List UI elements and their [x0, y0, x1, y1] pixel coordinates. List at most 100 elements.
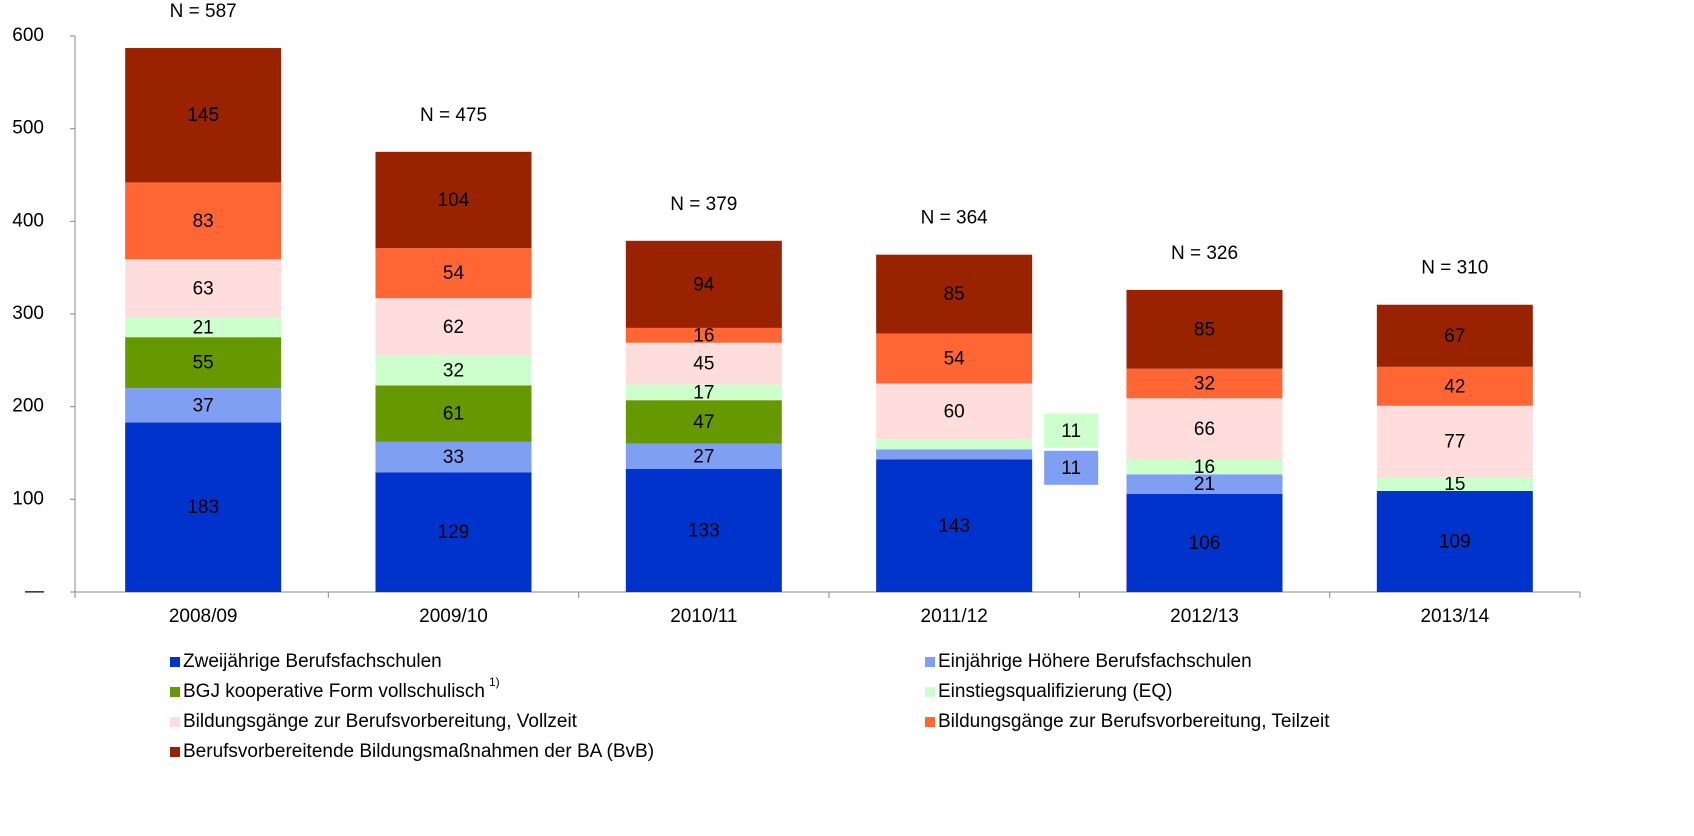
bar-segment — [876, 459, 1033, 592]
legend-swatch — [170, 717, 180, 727]
value-label: 61 — [443, 404, 464, 425]
total-label: N = 326 — [1171, 243, 1238, 264]
bar-segment — [1376, 477, 1533, 491]
value-label: 106 — [1189, 533, 1221, 554]
y-tick-label: 300 — [12, 303, 44, 324]
value-label: 11 — [1061, 421, 1081, 442]
value-label: 85 — [1194, 319, 1215, 340]
legend-text: Bildungsgänge zur Berufsvorbereitung, Te… — [938, 711, 1330, 732]
value-label: 66 — [1194, 419, 1215, 440]
bar-segment — [125, 317, 282, 338]
legend-text: BGJ kooperative Form vollschulisch — [183, 681, 485, 702]
value-label: 54 — [944, 348, 966, 369]
value-label: 145 — [187, 105, 219, 126]
value-label: 21 — [193, 317, 214, 338]
bar-segment — [375, 151, 532, 249]
x-tick-label: 2009/10 — [419, 606, 488, 627]
legend-text: Einstiegsqualifizierung (EQ) — [938, 681, 1172, 702]
bar-segment — [1376, 366, 1533, 406]
bar-segment — [375, 472, 532, 592]
y-tick-label: 400 — [12, 210, 44, 231]
y-tick-label: 100 — [12, 488, 44, 509]
bar-segment — [125, 259, 282, 318]
y-tick-label: 200 — [12, 396, 44, 417]
bar-segment — [876, 254, 1033, 334]
bar-segment — [1376, 405, 1533, 478]
bar-segment — [1376, 304, 1533, 367]
value-label: 104 — [438, 190, 470, 211]
bar-segment — [876, 449, 1033, 460]
bar-segment — [876, 333, 1033, 384]
legend-label: Einstiegsqualifizierung (EQ) — [938, 681, 1172, 702]
y-tick-label: 600 — [12, 25, 44, 46]
value-label: 63 — [193, 279, 214, 300]
y-tick-label: — — [25, 581, 44, 602]
value-label: 85 — [944, 284, 965, 305]
legend-label: Bildungsgänge zur Berufsvorbereitung, Vo… — [183, 711, 578, 732]
bar-segment — [1126, 368, 1283, 399]
value-label: 16 — [1194, 457, 1215, 478]
value-label: 42 — [1444, 376, 1465, 397]
bar-segment — [876, 383, 1033, 440]
bar-segment — [375, 385, 532, 442]
value-label: 21 — [1194, 474, 1215, 495]
bar-segment — [125, 422, 282, 592]
bar-segment — [1126, 493, 1283, 592]
total-label: N = 379 — [670, 194, 737, 215]
x-tick-label: 2011/12 — [921, 606, 988, 627]
bar-segment — [125, 388, 282, 423]
bar-segment — [1126, 474, 1283, 494]
value-label: 77 — [1444, 431, 1465, 452]
legend-label: Einjährige Höhere Berufsfachschulen — [938, 651, 1252, 672]
x-tick-label: 2010/11 — [670, 606, 737, 627]
value-label: 83 — [193, 211, 214, 232]
legend-swatch — [925, 687, 935, 697]
value-label: 55 — [193, 353, 214, 374]
bar-segment — [375, 248, 532, 299]
bar-segment — [1126, 459, 1283, 475]
bar-segment — [125, 182, 282, 260]
bar-segment — [625, 327, 782, 343]
bar-segment — [625, 342, 782, 385]
value-label: 67 — [1444, 326, 1465, 347]
value-label: 183 — [187, 497, 219, 518]
legend-swatch — [170, 687, 180, 697]
value-label: 37 — [193, 395, 214, 416]
legend-swatch — [170, 747, 180, 757]
value-label: 33 — [443, 447, 464, 468]
legend-label: Zweijährige Berufsfachschulen — [183, 651, 442, 672]
value-label: 54 — [443, 263, 465, 284]
total-label: N = 475 — [420, 105, 487, 126]
legend-swatch — [925, 657, 935, 667]
value-label: 60 — [944, 401, 965, 422]
bar-segment — [125, 48, 282, 183]
legend-text: Bildungsgänge zur Berufsvorbereitung, Vo… — [183, 711, 578, 732]
legend-label: Berufsvorbereitende Bildungsmaßnahmen de… — [183, 741, 654, 762]
x-tick-label: 2012/13 — [1170, 606, 1239, 627]
bar-segment — [1126, 398, 1283, 460]
callout-box — [1044, 413, 1099, 448]
value-label: 11 — [1061, 458, 1081, 479]
value-label: 62 — [443, 317, 464, 338]
bar-segment — [1376, 490, 1533, 592]
legend-text: Berufsvorbereitende Bildungsmaßnahmen de… — [183, 741, 654, 762]
legend-superscript: 1) — [489, 675, 500, 689]
value-label: 94 — [693, 274, 715, 295]
x-tick-label: 2013/14 — [1420, 606, 1489, 627]
value-label: 45 — [693, 354, 714, 375]
legend-swatch — [170, 657, 180, 667]
value-label: 143 — [938, 516, 970, 537]
legend-swatch — [925, 717, 935, 727]
value-label: 32 — [1194, 374, 1215, 395]
bar-segment — [125, 337, 282, 389]
legend-text: Einjährige Höhere Berufsfachschulen — [938, 651, 1252, 672]
value-label: 133 — [688, 520, 720, 541]
total-label: N = 310 — [1421, 258, 1488, 279]
bar-segment — [375, 355, 532, 386]
legend-label: BGJ kooperative Form vollschulisch 1) — [183, 675, 500, 702]
bar-segment — [625, 468, 782, 592]
value-label: 47 — [693, 412, 714, 433]
callout-box — [1044, 450, 1099, 485]
